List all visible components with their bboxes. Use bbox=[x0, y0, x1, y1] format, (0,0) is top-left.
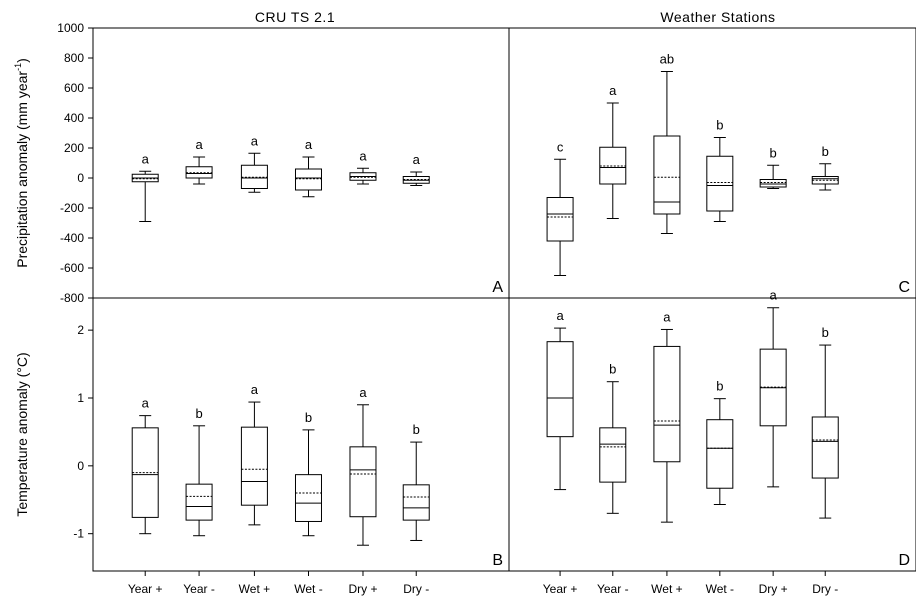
column-title-weather-stations: Weather Stations bbox=[660, 9, 775, 25]
y-tick-label: -400 bbox=[60, 231, 84, 245]
y-tick-label: 600 bbox=[64, 81, 84, 95]
significance-label: b bbox=[770, 145, 777, 160]
y-tick-label: -1 bbox=[73, 527, 84, 541]
x-tick-label: Year - bbox=[183, 582, 215, 596]
x-tick-label: Dry - bbox=[403, 582, 429, 596]
significance-label: a bbox=[609, 83, 617, 98]
x-tick-label: Dry + bbox=[348, 582, 377, 596]
significance-label: a bbox=[142, 151, 150, 166]
x-tick-label: Year + bbox=[128, 582, 163, 596]
box-iqr bbox=[185, 483, 213, 521]
panel-letter: B bbox=[492, 552, 503, 569]
y-axis-title: Temperature anomaly (°C) bbox=[14, 352, 30, 516]
box-iqr bbox=[546, 341, 574, 438]
significance-label: b bbox=[716, 379, 723, 394]
significance-label: c bbox=[557, 139, 564, 154]
y-axis-title-end: ) bbox=[14, 58, 30, 63]
x-tick-label: Wet + bbox=[239, 582, 270, 596]
panel-letter: D bbox=[898, 552, 910, 569]
x-tick-label: Wet + bbox=[651, 582, 682, 596]
significance-label: a bbox=[556, 308, 564, 323]
box-iqr bbox=[759, 179, 787, 188]
x-tick-label: Year + bbox=[543, 582, 578, 596]
significance-label: a bbox=[251, 133, 259, 148]
box-iqr bbox=[811, 416, 839, 479]
column-title-cru: CRU TS 2.1 bbox=[255, 9, 335, 25]
y-tick-label: -200 bbox=[60, 201, 84, 215]
significance-label: b bbox=[822, 325, 829, 340]
significance-label: a bbox=[359, 385, 367, 400]
significance-label: a bbox=[663, 309, 671, 324]
panel-letter: C bbox=[898, 279, 910, 296]
box-iqr bbox=[706, 419, 734, 489]
box-iqr bbox=[653, 135, 681, 215]
y-tick-label: 2 bbox=[77, 323, 84, 337]
y-tick-label: 0 bbox=[77, 459, 84, 473]
y-tick-label: -800 bbox=[60, 291, 84, 305]
x-tick-label: Wet - bbox=[294, 582, 322, 596]
x-tick-label: Wet - bbox=[706, 582, 734, 596]
significance-label: b bbox=[609, 362, 616, 377]
y-axis-title: Precipitation anomaly (mm year-1) bbox=[13, 58, 30, 268]
significance-label: a bbox=[359, 148, 367, 163]
significance-label: a bbox=[305, 137, 313, 152]
y-tick-label: 1 bbox=[77, 391, 84, 405]
box-iqr bbox=[599, 427, 627, 483]
y-tick-label: 1000 bbox=[57, 21, 84, 35]
significance-label: b bbox=[716, 118, 723, 133]
panel-letter: A bbox=[492, 279, 503, 296]
significance-label: ab bbox=[660, 52, 674, 67]
box-iqr bbox=[402, 484, 430, 521]
box-iqr bbox=[653, 345, 681, 463]
significance-label: a bbox=[770, 288, 778, 303]
y-tick-label: 200 bbox=[64, 141, 84, 155]
plot-frame bbox=[92, 27, 916, 572]
x-tick-label: Year - bbox=[597, 582, 629, 596]
significance-label: b bbox=[305, 410, 312, 425]
y-tick-label: 400 bbox=[64, 111, 84, 125]
significance-label: b bbox=[822, 144, 829, 159]
box-iqr bbox=[240, 426, 268, 506]
significance-label: b bbox=[413, 422, 420, 437]
box-iqr bbox=[294, 168, 322, 191]
significance-label: b bbox=[195, 406, 202, 421]
box-iqr bbox=[706, 155, 734, 212]
y-axis-title-superscript: -1 bbox=[13, 63, 23, 71]
significance-label: a bbox=[195, 137, 203, 152]
significance-label: a bbox=[142, 396, 150, 411]
y-tick-label: 0 bbox=[77, 171, 84, 185]
y-tick-label: 800 bbox=[64, 51, 84, 65]
significance-label: a bbox=[251, 382, 259, 397]
y-tick-label: -600 bbox=[60, 261, 84, 275]
x-tick-label: Dry - bbox=[812, 582, 838, 596]
box-iqr bbox=[294, 474, 322, 522]
significance-label: a bbox=[413, 152, 421, 167]
box-iqr bbox=[546, 197, 574, 242]
box-iqr bbox=[349, 446, 377, 518]
x-tick-label: Dry + bbox=[759, 582, 788, 596]
